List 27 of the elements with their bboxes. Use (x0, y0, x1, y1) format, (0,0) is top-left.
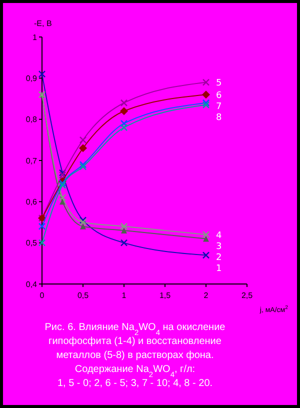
y-tick-label: 0,5 (26, 238, 38, 248)
y-tick-label: 0,8 (26, 115, 38, 124)
x-tick-label: 1,5 (159, 291, 172, 300)
series-label: 8 (216, 112, 222, 123)
y-axis-title: -E, В (34, 19, 52, 28)
annotation: 1 (216, 264, 222, 274)
text: Рис. 6. Влияние Na$_{2}$WO$_{4}$ на окисление (44, 322, 226, 336)
text: Содержание Na$_{2}$WO$_{4}$, г/л: (74, 364, 196, 378)
text: металлов (5-8) в растворах фона. (56, 350, 214, 361)
series-label: 3 (216, 242, 222, 252)
series-label: 2 (216, 252, 222, 263)
x-tick-label: 1 (122, 291, 127, 300)
y-tick-label: 0,7 (26, 156, 38, 166)
text: гипофосфита (1-4) и восстановление (48, 336, 222, 347)
y-tick-label: 0,4 (26, 280, 38, 289)
y-tick-label: 0,6 (26, 197, 38, 206)
x-tick-label: 0,5 (77, 291, 90, 300)
x-tick-label: 0 (40, 291, 45, 300)
series-label: 6 (216, 90, 222, 101)
y-tick-label: 1 (32, 32, 38, 42)
x-tick-label: 2,5 (241, 291, 254, 300)
x-tick-label: 2 (204, 291, 209, 300)
series-label: 4 (216, 230, 222, 241)
series-label: 7 (216, 102, 222, 112)
text: 1, 5 - 0; 2, 6 - 5; 3, 7 - 10; 4, 8 - 20. (57, 378, 213, 389)
series-label: 5 (216, 78, 222, 88)
y-tick-label: 0,9 (26, 74, 38, 83)
